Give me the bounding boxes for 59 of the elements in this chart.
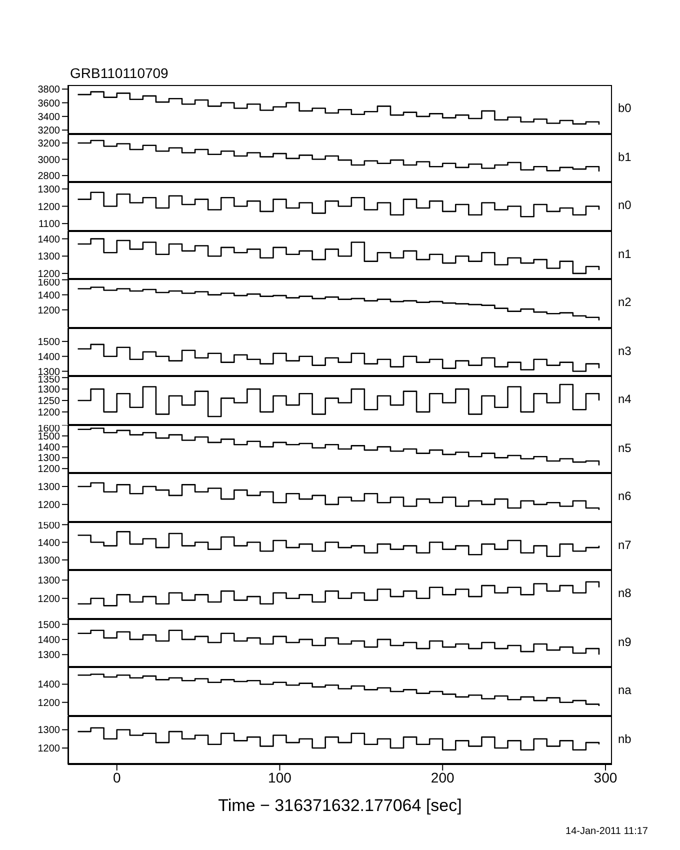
series-label: b1: [618, 150, 632, 164]
series-label: n8: [618, 586, 632, 600]
y-tick-label: 1200: [38, 407, 60, 418]
x-tick-label: 0: [112, 768, 121, 785]
series-label: n4: [618, 392, 632, 406]
series-label: nb: [618, 732, 632, 746]
y-tick-label: 1300: [38, 366, 60, 378]
y-tick-label: 1200: [38, 202, 60, 213]
y-tick-label: 1300: [38, 650, 60, 661]
text: 14-Jan-2011 11:17: [564, 826, 648, 837]
series-label: n3: [618, 344, 632, 358]
x-tick-label: 200: [430, 768, 455, 785]
y-tick-label: 1200: [38, 500, 60, 511]
series-label: n9: [618, 634, 632, 649]
y-tick-label: 1400: [38, 442, 60, 453]
x-axis-title: Time − 316371632.177064 [sec]: [217, 796, 463, 816]
y-tick-label: 1300: [38, 184, 60, 196]
y-tick-label: 1100: [38, 219, 60, 230]
series-label: n5: [618, 440, 632, 455]
y-tick-label: 1200: [38, 594, 60, 605]
series-label: na: [618, 683, 632, 698]
series-label: n0: [618, 198, 632, 212]
y-tick-label: 3800: [38, 84, 60, 96]
y-tick-label: 1500: [38, 619, 60, 630]
x-tick-label: 100: [268, 768, 292, 785]
y-tick-label: 1300: [38, 724, 60, 736]
y-tick-label: 1200: [38, 305, 60, 316]
series-label: n1: [618, 246, 632, 261]
y-tick-label: 1400: [38, 234, 60, 245]
y-tick-label: 1300: [38, 452, 60, 464]
y-tick-label: 3200: [38, 126, 60, 137]
y-tick-label: 1200: [38, 268, 60, 280]
y-tick-label: 1300: [38, 251, 60, 262]
y-tick-label: 1400: [38, 680, 60, 691]
y-tick-label: 1400: [38, 290, 60, 302]
y-tick-label: 1300: [38, 384, 60, 396]
x-tick-label: 300: [594, 768, 618, 785]
y-tick-label: 1300: [38, 554, 60, 566]
y-tick-label: 3000: [38, 154, 60, 166]
series-label: b0: [618, 101, 632, 116]
y-tick-label: 3400: [38, 112, 60, 123]
series-label: n2: [618, 295, 632, 310]
y-tick-label: 1250: [38, 396, 60, 407]
y-tick-label: 3600: [38, 98, 60, 110]
y-tick-label: 1200: [38, 698, 60, 709]
y-tick-label: 1400: [38, 634, 60, 646]
y-tick-label: 1500: [38, 336, 60, 348]
series-label: n7: [618, 538, 632, 552]
series-label: n6: [618, 489, 632, 504]
y-tick-label: 1300: [38, 482, 60, 493]
chart-title: GRB110110709: [70, 65, 168, 81]
y-tick-label: 1300: [38, 576, 60, 587]
y-tick-label: 1500: [38, 430, 60, 442]
y-tick-label: 1400: [38, 351, 60, 362]
y-tick-label: 1200: [38, 743, 60, 754]
y-tick-label: 1200: [38, 464, 60, 475]
y-tick-label: 1400: [38, 537, 60, 548]
y-tick-label: 2800: [38, 170, 60, 182]
y-tick-label: 3200: [38, 138, 60, 149]
